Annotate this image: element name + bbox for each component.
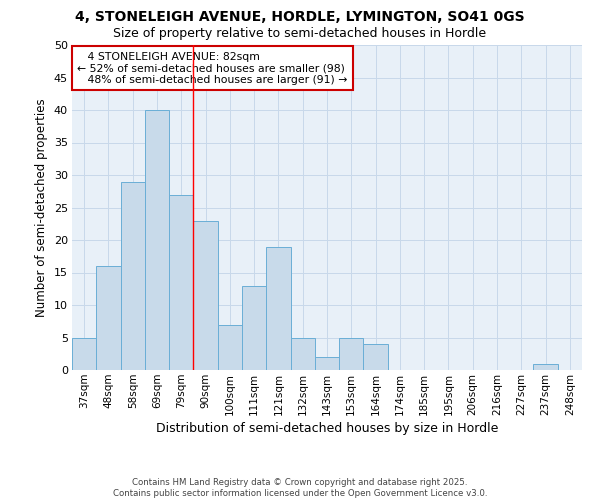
Text: 4, STONELEIGH AVENUE, HORDLE, LYMINGTON, SO41 0GS: 4, STONELEIGH AVENUE, HORDLE, LYMINGTON,… [75,10,525,24]
Bar [266,246,290,370]
Bar [290,338,315,370]
Bar [96,266,121,370]
X-axis label: Distribution of semi-detached houses by size in Hordle: Distribution of semi-detached houses by … [156,422,498,435]
Bar [218,324,242,370]
Y-axis label: Number of semi-detached properties: Number of semi-detached properties [35,98,48,317]
Text: Contains HM Land Registry data © Crown copyright and database right 2025.
Contai: Contains HM Land Registry data © Crown c… [113,478,487,498]
Bar [533,364,558,370]
Bar [242,286,266,370]
Bar [121,182,145,370]
Bar [145,110,169,370]
Bar [315,357,339,370]
Text: 4 STONELEIGH AVENUE: 82sqm
← 52% of semi-detached houses are smaller (98)
   48%: 4 STONELEIGH AVENUE: 82sqm ← 52% of semi… [77,52,347,84]
Bar [364,344,388,370]
Bar [72,338,96,370]
Bar [193,220,218,370]
Bar [169,194,193,370]
Bar [339,338,364,370]
Text: Size of property relative to semi-detached houses in Hordle: Size of property relative to semi-detach… [113,28,487,40]
